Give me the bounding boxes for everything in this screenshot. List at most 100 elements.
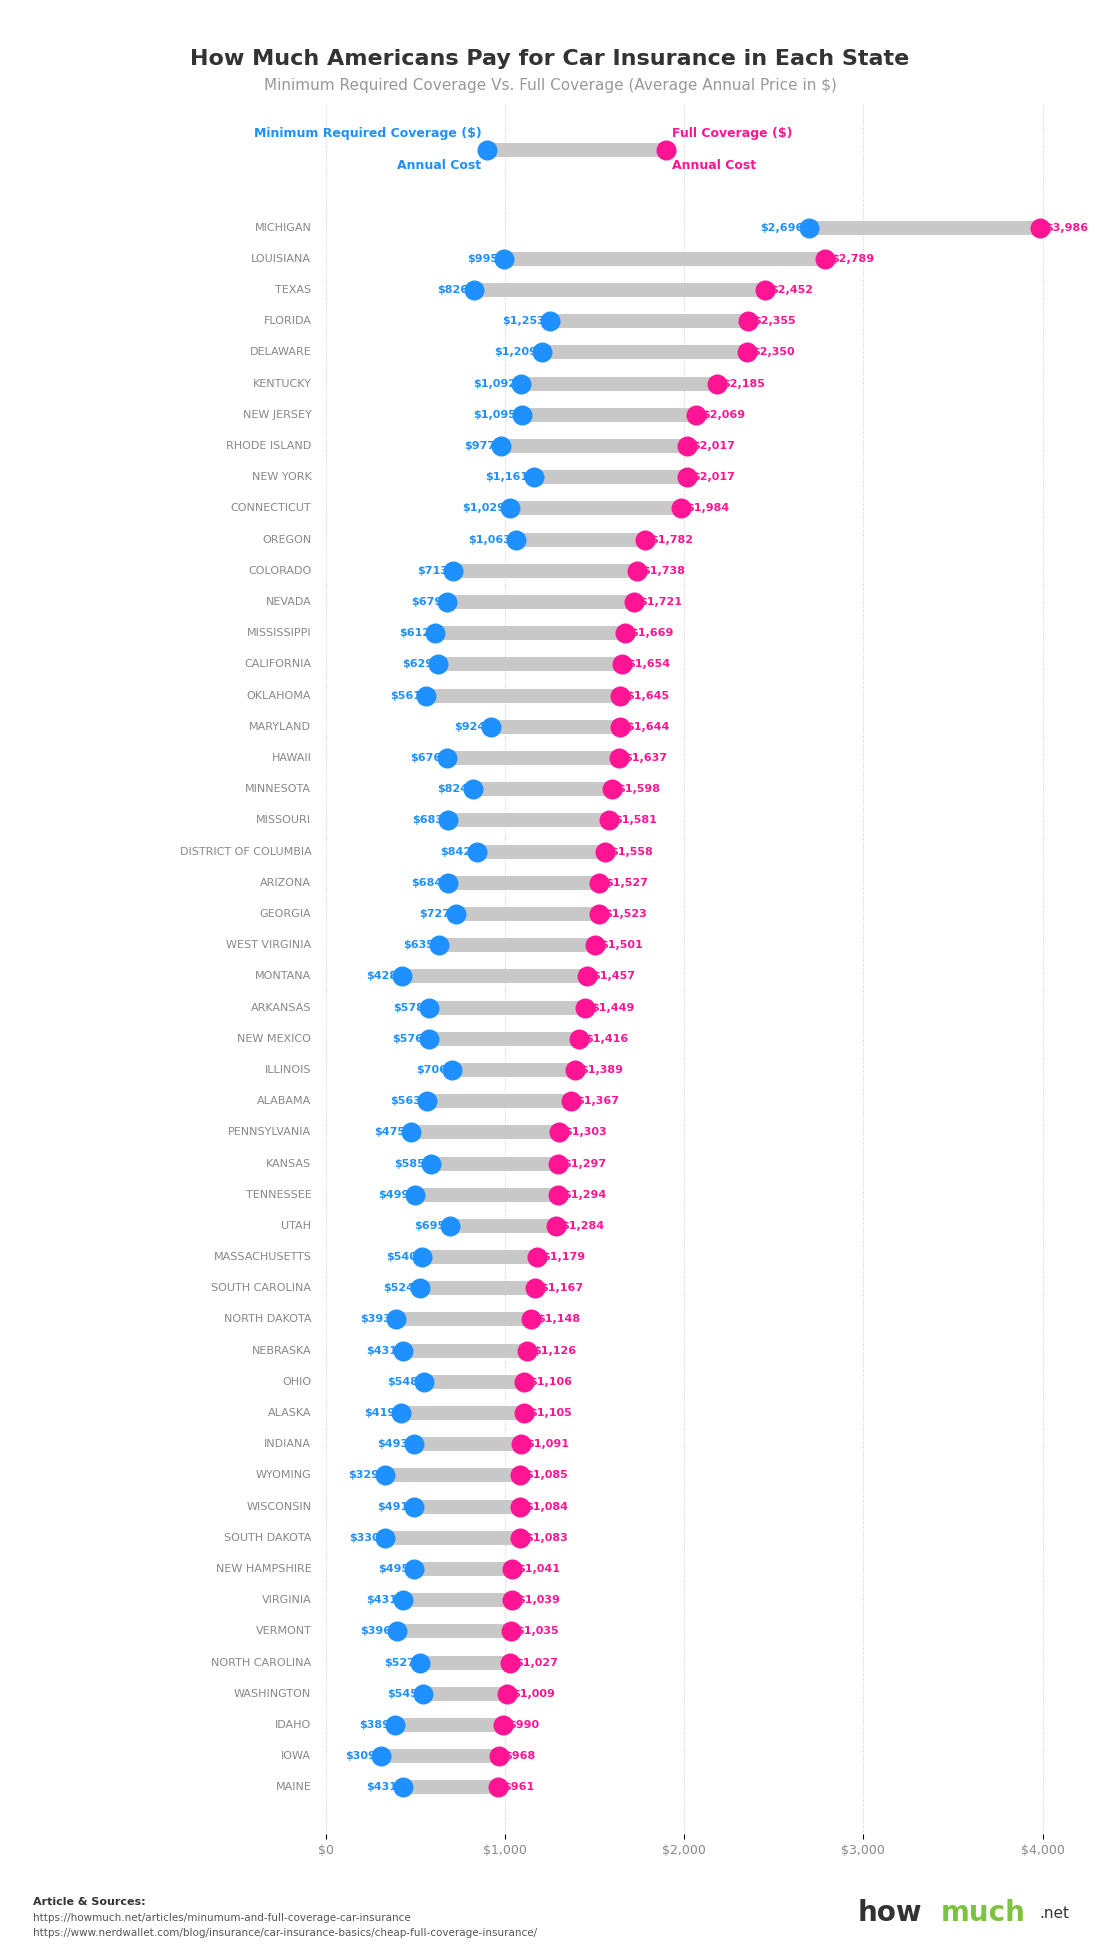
- Text: $824: $824: [437, 784, 468, 794]
- Point: [512, 1523, 529, 1554]
- Point: [739, 306, 757, 337]
- Point: [578, 961, 595, 993]
- Text: $1,027: $1,027: [515, 1658, 558, 1667]
- Text: $995: $995: [468, 254, 498, 263]
- Point: [513, 1429, 530, 1461]
- Point: [440, 868, 458, 899]
- Point: [394, 1585, 411, 1617]
- Text: NEVADA: NEVADA: [265, 597, 311, 606]
- Text: $1,091: $1,091: [527, 1439, 570, 1449]
- Text: $1,637: $1,637: [625, 753, 668, 762]
- Text: $1,581: $1,581: [615, 815, 658, 825]
- Text: $2,069: $2,069: [702, 410, 745, 419]
- Point: [420, 1024, 438, 1055]
- Text: https://www.nerdwallet.com/blog/insurance/car-insurance-basics/cheap-full-covera: https://www.nerdwallet.com/blog/insuranc…: [33, 1929, 537, 1938]
- Point: [503, 1617, 520, 1648]
- Text: $1,721: $1,721: [639, 597, 682, 606]
- Text: $1,161: $1,161: [485, 472, 528, 482]
- Text: $695: $695: [414, 1221, 444, 1230]
- Text: NEW YORK: NEW YORK: [252, 472, 311, 482]
- Text: MICHIGAN: MICHIGAN: [254, 222, 311, 232]
- Text: PENNSYLVANIA: PENNSYLVANIA: [228, 1127, 311, 1137]
- Point: [614, 649, 631, 681]
- Text: $578: $578: [393, 1002, 424, 1012]
- Point: [513, 400, 530, 431]
- Text: $309: $309: [344, 1751, 376, 1761]
- Point: [610, 743, 628, 774]
- Text: $2,789: $2,789: [830, 254, 874, 263]
- Text: KENTUCKY: KENTUCKY: [253, 378, 311, 388]
- Text: MINNESOTA: MINNESOTA: [245, 784, 311, 794]
- Text: MISSOURI: MISSOURI: [256, 815, 311, 825]
- Text: $968: $968: [505, 1751, 536, 1761]
- Point: [816, 244, 834, 275]
- Text: $1,738: $1,738: [642, 566, 685, 575]
- Text: $1,085: $1,085: [526, 1470, 569, 1480]
- Point: [439, 805, 456, 837]
- Text: ALASKA: ALASKA: [268, 1408, 311, 1418]
- Point: [392, 1398, 409, 1429]
- Point: [549, 1180, 566, 1211]
- Point: [439, 587, 456, 618]
- Text: Annual Cost: Annual Cost: [672, 158, 756, 172]
- Text: $1,644: $1,644: [626, 722, 669, 731]
- Point: [591, 868, 608, 899]
- Point: [503, 1585, 520, 1617]
- Text: $1,179: $1,179: [542, 1252, 585, 1262]
- Text: $1,092: $1,092: [473, 378, 516, 388]
- Text: $329: $329: [349, 1470, 379, 1480]
- Point: [596, 837, 614, 868]
- Text: $1,782: $1,782: [650, 534, 693, 544]
- Point: [616, 618, 634, 649]
- Point: [800, 213, 817, 244]
- Point: [603, 774, 620, 805]
- Text: FLORIDA: FLORIDA: [264, 316, 311, 326]
- Text: $548: $548: [387, 1377, 418, 1386]
- Text: CONNECTICUT: CONNECTICUT: [231, 503, 311, 513]
- Text: NORTH CAROLINA: NORTH CAROLINA: [211, 1658, 311, 1667]
- Point: [515, 1367, 532, 1398]
- Text: $1,416: $1,416: [585, 1034, 628, 1043]
- Point: [430, 649, 448, 681]
- Point: [679, 431, 696, 462]
- Text: $1,457: $1,457: [592, 971, 635, 981]
- Point: [388, 1617, 406, 1648]
- Text: CALIFORNIA: CALIFORNIA: [244, 659, 311, 669]
- Point: [688, 400, 705, 431]
- Point: [490, 1773, 507, 1804]
- Text: WASHINGTON: WASHINGTON: [234, 1689, 311, 1698]
- Point: [526, 1273, 543, 1305]
- Text: DISTRICT OF COLUMBIA: DISTRICT OF COLUMBIA: [179, 846, 311, 856]
- Point: [418, 1086, 436, 1117]
- Text: $1,654: $1,654: [627, 659, 671, 669]
- Text: $924: $924: [454, 722, 486, 731]
- Point: [571, 1024, 588, 1055]
- Point: [525, 462, 542, 493]
- Point: [494, 1710, 512, 1741]
- Point: [504, 1554, 521, 1585]
- Point: [679, 462, 696, 493]
- Text: $1,367: $1,367: [576, 1096, 619, 1106]
- Text: $576: $576: [393, 1034, 424, 1043]
- Text: $1,389: $1,389: [580, 1065, 623, 1074]
- Text: SOUTH CAROLINA: SOUTH CAROLINA: [211, 1283, 311, 1293]
- Text: $431: $431: [366, 1595, 397, 1605]
- Point: [601, 805, 618, 837]
- Text: $1,095: $1,095: [474, 410, 517, 419]
- Text: $561: $561: [389, 690, 421, 700]
- Point: [492, 431, 509, 462]
- Text: $428: $428: [366, 971, 397, 981]
- Point: [491, 1741, 508, 1773]
- Point: [465, 275, 483, 306]
- Text: OREGON: OREGON: [262, 534, 311, 544]
- Text: UTAH: UTAH: [282, 1221, 311, 1230]
- Point: [420, 993, 438, 1024]
- Text: $1,084: $1,084: [526, 1502, 569, 1511]
- Text: SOUTH DAKOTA: SOUTH DAKOTA: [224, 1533, 311, 1542]
- Point: [625, 587, 642, 618]
- Point: [562, 1086, 580, 1117]
- Point: [708, 369, 726, 400]
- Text: Minimum Required Coverage ($): Minimum Required Coverage ($): [254, 127, 482, 140]
- Text: $1,105: $1,105: [529, 1408, 572, 1418]
- Point: [576, 993, 594, 1024]
